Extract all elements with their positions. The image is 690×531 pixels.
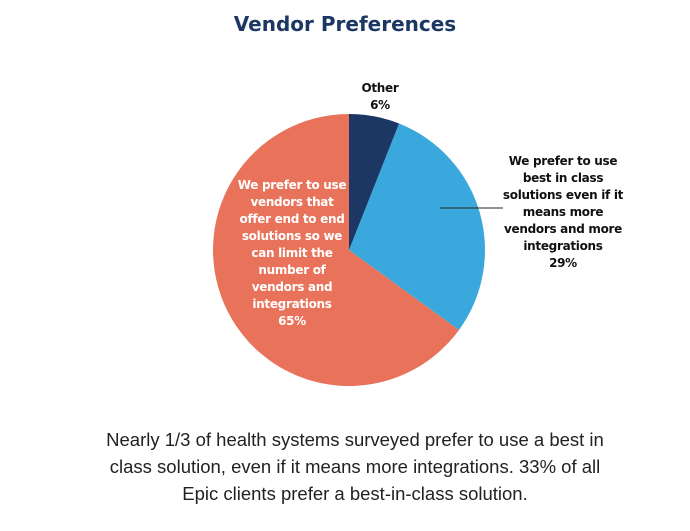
- pie-slice: [349, 114, 400, 250]
- chart-title: Vendor Preferences: [233, 12, 457, 36]
- slice-label-group: Other 6%: [345, 80, 415, 114]
- slice-label: We prefer to use best in class solutions…: [502, 154, 624, 253]
- slice-label-group: We prefer to use best in class solutions…: [500, 153, 626, 272]
- slice-label: Other: [361, 81, 399, 95]
- caption: Nearly 1/3 of health systems surveyed pr…: [106, 429, 604, 504]
- value-label: 6%: [370, 98, 390, 112]
- pie-slice: [212, 114, 460, 386]
- value-label: 65%: [278, 314, 306, 328]
- pie-slice: [349, 123, 485, 330]
- slice-label-group: We prefer to use vendors that offer end …: [236, 177, 348, 330]
- value-label: 29%: [549, 256, 577, 270]
- slice-label: We prefer to use vendors that offer end …: [237, 178, 347, 311]
